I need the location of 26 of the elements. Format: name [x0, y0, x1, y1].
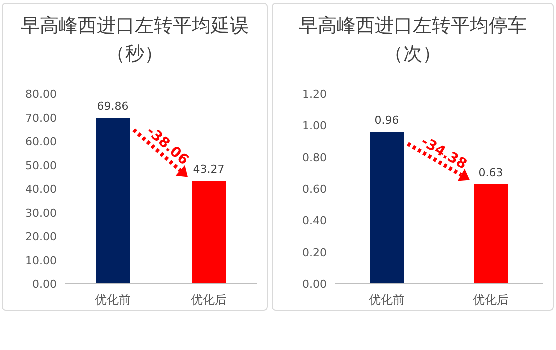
y-tick-label: 70.00 — [26, 112, 57, 125]
chart-title: 早高峰西进口左转平均延误（秒） — [20, 14, 250, 67]
chart-title: 早高峰西进口左转平均停车（次） — [298, 14, 528, 67]
data-label: 43.27 — [193, 163, 225, 176]
x-tick-label: 优化后 — [191, 293, 227, 307]
y-tick-label: 0.20 — [302, 246, 327, 260]
x-tick-label: 优化前 — [95, 293, 131, 307]
x-tick-label: 优化前 — [369, 293, 405, 307]
y-tick-label: 0.00 — [32, 278, 57, 291]
y-tick-label: 20.00 — [26, 230, 57, 244]
y-tick-label: 0.80 — [302, 151, 327, 164]
y-tick-label: 50.00 — [26, 159, 57, 172]
data-label: 0.96 — [374, 114, 400, 127]
y-tick-label: 10.00 — [26, 254, 57, 268]
x-tick-label: 优化后 — [473, 293, 509, 307]
y-tick-label: 30.00 — [26, 206, 57, 220]
y-tick-label: 1.00 — [302, 120, 327, 133]
y-tick-label: 80.00 — [26, 88, 57, 101]
y-tick-label: 40.00 — [26, 183, 57, 196]
y-tick-label: 0.40 — [302, 214, 327, 228]
y-tick-label: 0.60 — [302, 183, 327, 196]
y-tick-label: 60.00 — [26, 136, 57, 148]
data-label: 69.86 — [97, 100, 129, 114]
y-tick-label: 0.00 — [302, 278, 327, 291]
data-label: 0.63 — [478, 166, 504, 180]
y-tick-label: 1.20 — [302, 88, 327, 101]
